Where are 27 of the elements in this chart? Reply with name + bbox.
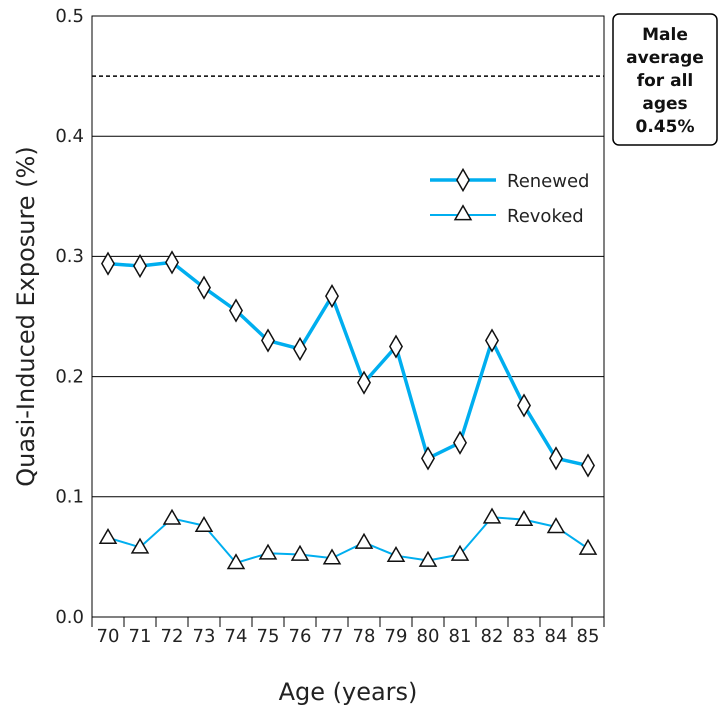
legend-label: Revoked <box>507 206 584 227</box>
y-tick-label: 0.2 <box>55 366 84 388</box>
y-axis-title: Quasi-Induced Exposure (%) <box>12 146 40 487</box>
x-tick-label: 77 <box>320 626 344 647</box>
x-tick-label: 74 <box>224 626 248 647</box>
x-tick-label: 79 <box>384 626 408 647</box>
x-tick-label: 78 <box>352 626 376 647</box>
x-tick-label: 85 <box>576 626 600 647</box>
x-tick-label: 71 <box>128 626 152 647</box>
y-tick-label: 0.3 <box>55 246 84 268</box>
x-tick-label: 70 <box>96 626 120 647</box>
legend-label: Renewed <box>507 171 590 192</box>
x-tick-label: 83 <box>512 626 536 647</box>
x-tick-label: 84 <box>544 626 568 647</box>
y-tick-label: 0.5 <box>55 6 84 27</box>
y-tick-label: 0.1 <box>55 486 84 508</box>
x-axis-title: Age (years) <box>278 678 418 706</box>
y-tick-label: 0.4 <box>55 126 84 147</box>
ref-line-label: Male average for all ages 0.45% <box>626 25 704 137</box>
x-tick-label: 81 <box>448 626 472 647</box>
x-tick-label: 72 <box>160 626 184 647</box>
x-tick-label: 73 <box>192 626 216 647</box>
x-tick-label: 75 <box>256 626 280 647</box>
x-tick-label: 76 <box>288 626 312 647</box>
x-tick-label: 82 <box>480 626 504 647</box>
y-tick-label: 0.0 <box>55 606 84 628</box>
x-tick-label: 80 <box>416 626 440 647</box>
